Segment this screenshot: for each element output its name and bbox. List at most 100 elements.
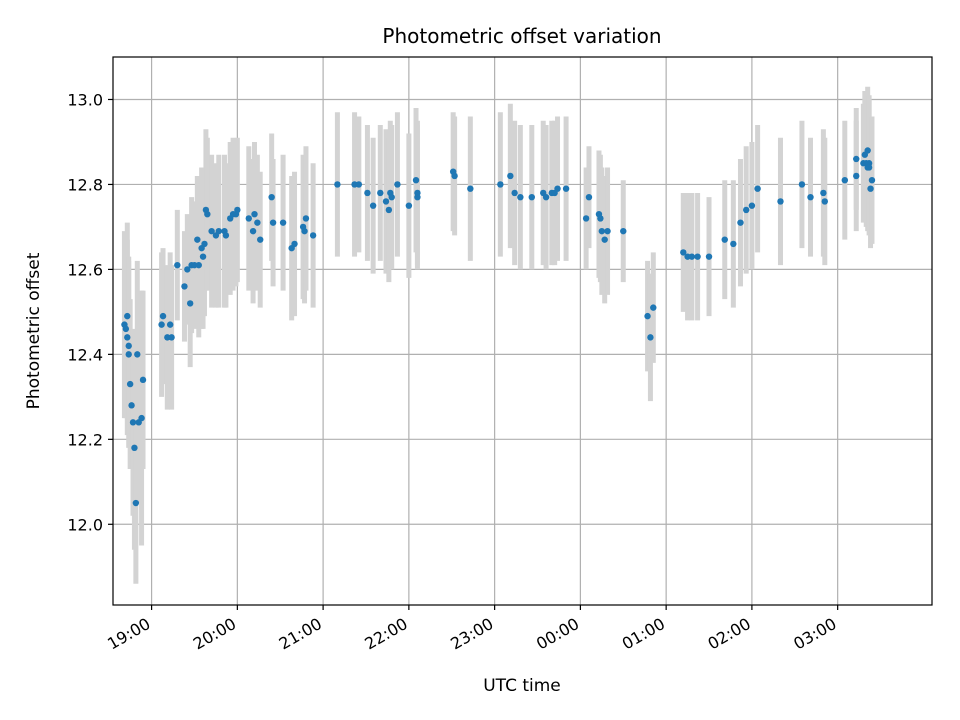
data-point	[257, 236, 264, 243]
data-point	[268, 193, 275, 201]
data-point	[394, 181, 401, 188]
data-point	[820, 189, 827, 197]
data-point	[355, 181, 363, 188]
data-point	[644, 312, 651, 320]
data-point	[174, 261, 181, 269]
data-point	[254, 219, 261, 226]
data-point	[597, 215, 604, 222]
data-point	[125, 342, 132, 350]
y-axis: 12.0 12.2 12.4 12.6 12.8 13.0	[67, 90, 113, 534]
data-point	[128, 402, 135, 409]
data-point	[585, 193, 593, 201]
data-point	[158, 321, 165, 328]
data-point	[798, 181, 806, 188]
data-point	[705, 253, 713, 260]
data-point	[737, 219, 744, 226]
data-point	[451, 172, 458, 180]
data-point	[604, 227, 611, 235]
plot-frame	[112, 56, 933, 606]
y-tick-label: 13.0	[67, 90, 103, 109]
data-point	[334, 181, 341, 188]
data-point	[131, 444, 138, 452]
data-point	[126, 380, 134, 388]
data-point	[841, 176, 849, 184]
data-point	[388, 193, 395, 201]
data-point	[309, 232, 317, 239]
data-point	[195, 261, 202, 269]
data-point	[234, 206, 241, 214]
data-point	[507, 172, 514, 180]
data-point	[867, 185, 874, 192]
data-point	[124, 334, 131, 341]
data-point	[680, 249, 687, 256]
data-point	[201, 240, 208, 248]
data-point	[721, 236, 728, 243]
data-point	[132, 499, 140, 507]
data-point	[134, 351, 141, 358]
data-point	[199, 253, 207, 260]
y-tick-label: 12.2	[67, 430, 103, 449]
data-point	[650, 304, 657, 311]
data-point	[807, 193, 814, 201]
data-point	[467, 185, 474, 192]
data-point	[620, 227, 627, 235]
data-point	[582, 215, 590, 222]
data-point	[369, 202, 377, 209]
data-point	[186, 300, 194, 307]
y-axis-title: Photometric offset	[24, 252, 44, 409]
data-point	[647, 334, 654, 341]
x-axis-title: UTC time	[483, 676, 561, 696]
data-point	[868, 176, 876, 184]
y-tick-label: 12.6	[67, 260, 103, 279]
data-point	[601, 236, 608, 243]
data-point	[412, 176, 420, 184]
data-point	[405, 202, 413, 209]
data-point	[129, 419, 137, 426]
data-point	[364, 189, 371, 197]
data-point	[865, 164, 873, 171]
data-point	[382, 198, 390, 205]
data-point	[562, 185, 570, 192]
data-point	[777, 198, 784, 205]
data-point	[754, 185, 761, 192]
data-point	[122, 325, 130, 333]
data-point	[554, 185, 561, 192]
data-point	[821, 198, 829, 205]
data-point	[414, 193, 421, 201]
data-point	[598, 227, 606, 235]
data-point	[139, 376, 147, 384]
data-point	[159, 312, 167, 320]
data-point	[377, 189, 384, 197]
data-point	[204, 210, 211, 218]
data-point	[301, 227, 308, 235]
data-point	[222, 232, 230, 239]
data-point	[542, 193, 550, 201]
y-tick-label: 12.8	[67, 175, 103, 194]
data-point	[864, 147, 871, 154]
data-point	[511, 189, 518, 197]
data-point	[124, 312, 131, 320]
data-point	[181, 283, 188, 290]
data-point	[302, 215, 310, 222]
data-point	[245, 215, 252, 222]
data-point	[249, 227, 257, 235]
data-points	[121, 147, 876, 507]
data-point	[385, 206, 393, 214]
data-point	[497, 181, 504, 188]
data-point	[269, 219, 277, 226]
chart-title: Photometric offset variation	[382, 24, 661, 48]
y-tick-label: 12.0	[67, 515, 103, 534]
data-point	[742, 206, 750, 214]
data-point	[184, 266, 191, 273]
data-point	[694, 253, 701, 260]
data-point	[125, 351, 132, 358]
data-point	[168, 334, 175, 341]
data-point	[528, 193, 535, 201]
y-tick-label: 12.4	[67, 345, 103, 364]
data-point	[853, 155, 860, 163]
data-point	[291, 240, 298, 248]
data-point	[279, 219, 287, 226]
data-point	[517, 193, 524, 201]
data-point	[208, 227, 215, 235]
